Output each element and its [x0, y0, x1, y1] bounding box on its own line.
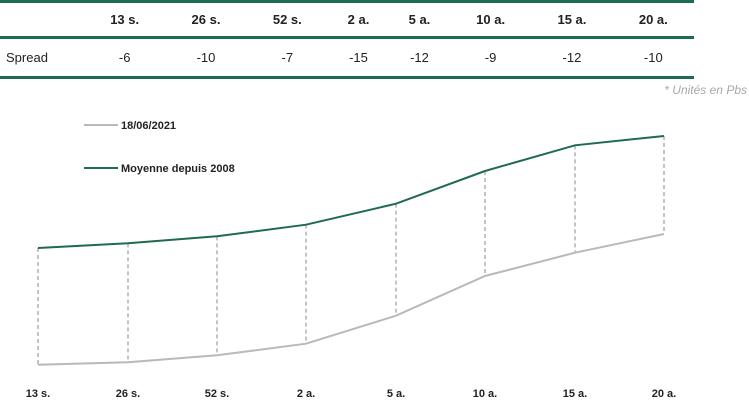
spread-value: -12 — [410, 50, 429, 65]
x-tick-label: 15 a. — [563, 388, 587, 400]
spread-value: -15 — [349, 50, 368, 65]
row-label: Spread — [6, 50, 48, 65]
column-header: 15 a. — [557, 12, 587, 27]
x-tick-label: 5 a. — [387, 388, 405, 400]
series-line-average — [37, 135, 665, 249]
spread-value: -10 — [643, 50, 663, 65]
column-header: 10 a. — [476, 12, 506, 27]
spread-value: -6 — [118, 50, 131, 65]
table-header-row: 13 s. 26 s. 52 s. 2 a. 5 a. 10 a. 15 a. … — [0, 1, 694, 38]
x-tick-label: 52 s. — [205, 388, 229, 400]
x-tick-label: 10 a. — [473, 388, 497, 400]
x-tick-label: 2 a. — [297, 388, 315, 400]
column-header: 5 a. — [408, 12, 431, 27]
column-header: 13 s. — [110, 12, 140, 27]
units-note: * Unités en Pbs — [664, 83, 747, 97]
column-header: 52 s. — [272, 12, 302, 27]
series-line-current — [37, 233, 665, 366]
column-header: 26 s. — [191, 12, 221, 27]
column-header: 20 a. — [638, 12, 668, 27]
legend-label: 18/06/2021 — [121, 120, 176, 132]
legend-label: Moyenne depuis 2008 — [121, 163, 235, 175]
spread-value: -10 — [196, 50, 216, 65]
spread-value: -12 — [562, 50, 582, 65]
spread-value: -7 — [281, 50, 294, 65]
header-blank-cell — [0, 2, 84, 38]
x-tick-label: 20 a. — [652, 388, 676, 400]
spread-value: -9 — [484, 50, 497, 65]
spread-table: 13 s. 26 s. 52 s. 2 a. 5 a. 10 a. 15 a. … — [0, 0, 694, 79]
x-tick-label: 13 s. — [26, 388, 50, 400]
table-row: Spread -6 -10 -7 -15 -12 -9 -12 -10 — [0, 38, 694, 78]
x-tick-label: 26 s. — [116, 388, 140, 400]
column-header: 2 a. — [347, 12, 370, 27]
yield-curve-chart: 18/06/2021 Moyenne depuis 2008 13 s. 26 s. 5… — [26, 120, 676, 400]
